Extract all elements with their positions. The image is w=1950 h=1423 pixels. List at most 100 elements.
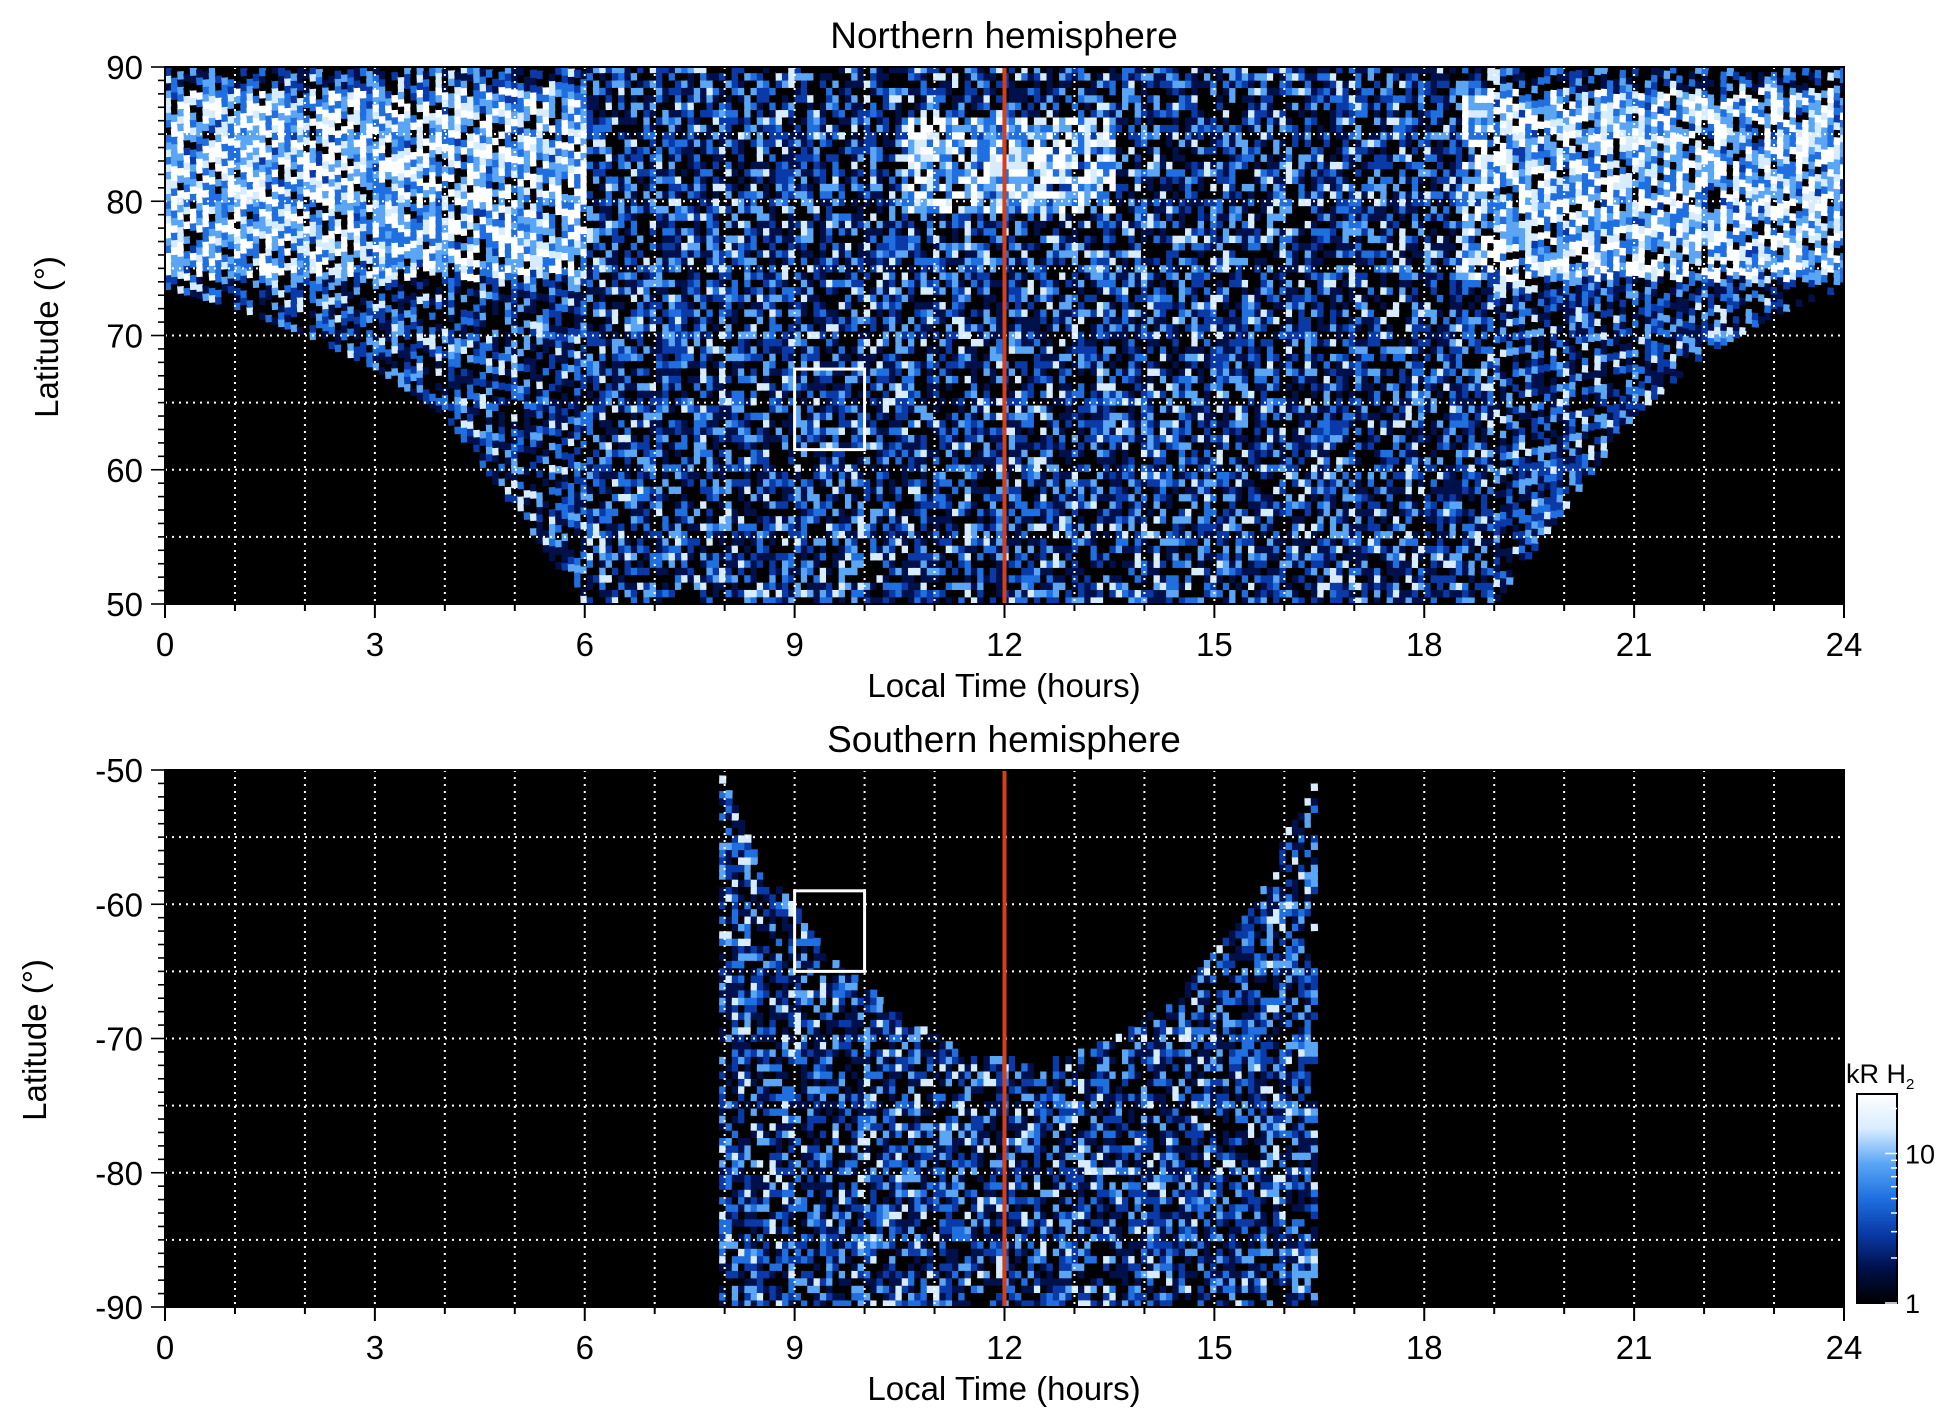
heatmap-cell — [643, 146, 650, 154]
heatmap-cell — [587, 456, 594, 464]
heatmap-cell — [694, 523, 701, 531]
heatmap-cell — [599, 382, 606, 390]
heatmap-cell — [543, 153, 550, 161]
heatmap-cell — [492, 70, 499, 79]
heatmap-cell — [668, 124, 675, 132]
heatmap-cell — [467, 118, 474, 127]
heatmap-cell — [675, 500, 682, 508]
heatmap-cell — [486, 379, 493, 388]
heatmap-cell — [416, 355, 424, 364]
heatmap-cell — [700, 176, 707, 184]
heatmap-cell — [385, 127, 393, 136]
heatmap-cell — [536, 528, 543, 536]
heatmap-cell — [423, 381, 431, 390]
heatmap-cell — [675, 589, 682, 597]
heatmap-cell — [568, 150, 575, 158]
heatmap-cell — [650, 153, 657, 161]
heatmap-cell — [700, 323, 707, 331]
heatmap-cell — [524, 216, 531, 224]
heatmap-cell — [404, 354, 412, 363]
heatmap-cell — [416, 96, 424, 105]
heatmap-cell — [612, 559, 619, 567]
heatmap-cell — [498, 433, 505, 442]
heatmap-cell — [631, 168, 638, 176]
heatmap-cell — [372, 214, 380, 223]
heatmap-cell — [473, 141, 480, 150]
heatmap-cell — [549, 183, 556, 191]
heatmap-cell — [561, 481, 568, 489]
heatmap-cell — [681, 523, 688, 531]
heatmap-cell — [624, 87, 631, 95]
heatmap-cell — [517, 82, 524, 90]
heatmap-cell — [568, 489, 575, 497]
heatmap-cell — [568, 534, 575, 542]
heatmap-cell — [650, 367, 657, 375]
heatmap-cell — [643, 161, 650, 169]
heatmap-cell — [662, 552, 669, 560]
heatmap-cell — [461, 390, 468, 399]
heatmap-cell — [549, 471, 556, 479]
heatmap-cell — [555, 118, 562, 126]
heatmap-cell — [643, 500, 650, 508]
heatmap-cell — [479, 105, 486, 114]
heatmap-cell — [479, 186, 486, 195]
heatmap-cell — [662, 486, 669, 494]
heatmap-cell — [536, 233, 543, 241]
heatmap-cell — [511, 133, 518, 142]
heatmap-cell — [454, 300, 461, 309]
heatmap-cell — [549, 198, 556, 206]
heatmap-cell — [530, 143, 537, 151]
heatmap-cell — [479, 201, 486, 210]
heatmap-cell — [473, 185, 480, 194]
heatmap-cell — [612, 235, 619, 243]
heatmap-cell — [473, 163, 480, 172]
heatmap-cell — [398, 76, 406, 85]
heatmap-cell — [643, 515, 650, 523]
heatmap-cell — [448, 181, 455, 190]
heatmap-cell — [461, 124, 468, 133]
heatmap-cell — [643, 574, 650, 582]
heatmap-cell — [675, 94, 682, 102]
heatmap-cell — [555, 148, 562, 156]
heatmap-cell — [624, 316, 631, 324]
heatmap-cell — [662, 500, 669, 508]
heatmap-cell — [637, 116, 644, 124]
heatmap-cell — [694, 397, 701, 405]
heatmap-cell — [687, 545, 694, 553]
heatmap-cell — [706, 537, 713, 545]
heatmap-cell — [454, 153, 461, 162]
heatmap-cell — [524, 209, 531, 217]
heatmap-cell — [486, 136, 493, 145]
heatmap-cell — [700, 235, 707, 243]
heatmap-cell — [687, 471, 694, 479]
heatmap-cell — [700, 87, 707, 95]
heatmap-cell — [555, 310, 562, 318]
heatmap-cell — [637, 235, 644, 243]
heatmap-cell — [593, 427, 600, 435]
heatmap-cell — [599, 242, 606, 250]
heatmap-cell — [662, 316, 669, 324]
heatmap-cell — [498, 86, 505, 95]
heatmap-cell — [694, 486, 701, 494]
heatmap-cell — [511, 118, 518, 127]
heatmap-cell — [687, 176, 694, 184]
heatmap-cell — [555, 436, 562, 444]
heatmap-cell — [442, 342, 449, 351]
heatmap-cell — [568, 342, 575, 350]
heatmap-cell — [668, 161, 675, 169]
heatmap-cell — [454, 234, 461, 243]
heatmap-cell — [473, 222, 480, 231]
heatmap-cell — [593, 212, 600, 220]
heatmap-cell — [700, 382, 707, 390]
heatmap-cell — [435, 308, 442, 317]
heatmap-cell — [593, 301, 600, 309]
heatmap-cell — [461, 301, 468, 310]
heatmap-cell — [599, 323, 606, 331]
heatmap-cell — [668, 257, 675, 265]
heatmap-cell — [574, 564, 581, 572]
heatmap-cell — [681, 537, 688, 545]
heatmap-cell — [492, 211, 499, 220]
heatmap-cell — [643, 308, 650, 316]
heatmap-cell — [668, 456, 675, 464]
heatmap-cell — [599, 338, 606, 346]
